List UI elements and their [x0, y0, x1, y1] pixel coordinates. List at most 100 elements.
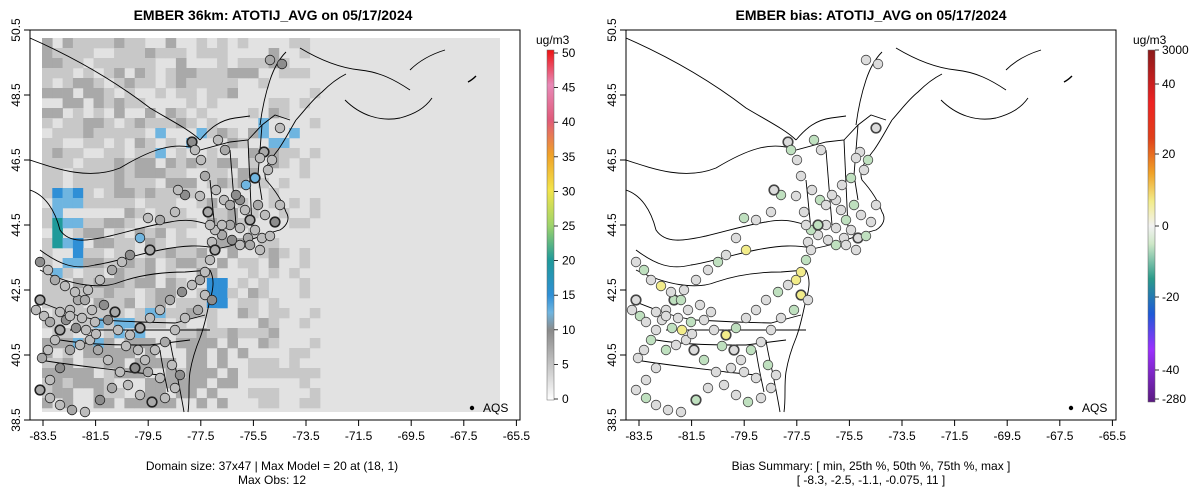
- model-grid-cell: [175, 68, 187, 79]
- model-grid-cell: [237, 138, 249, 149]
- model-grid-cell: [124, 58, 135, 69]
- left-lat-tick-label: 44.5: [9, 213, 23, 237]
- model-grid-cell: [72, 38, 84, 49]
- station-marker: [806, 184, 818, 196]
- model-grid-cell: [134, 208, 146, 219]
- left-map-area: [30, 30, 520, 420]
- station-marker: [66, 404, 78, 416]
- model-grid-cell: [114, 58, 125, 69]
- model-grid-cell: [186, 368, 197, 379]
- model-grid-cell: [155, 398, 166, 409]
- left-colorbar-ticks: 0 5 10 15 20 25 30 35 40 45 50: [554, 46, 576, 406]
- model-grid-cell: [165, 78, 177, 89]
- model-grid-cell: [196, 38, 208, 49]
- model-grid-cell: [83, 88, 94, 99]
- station-marker: [862, 154, 874, 166]
- station-marker: [212, 134, 224, 146]
- model-grid-cell: [227, 138, 238, 149]
- model-grid-cell: [134, 78, 146, 89]
- model-grid-cell: [165, 288, 177, 299]
- station-marker: [840, 214, 852, 226]
- model-grid-cell: [42, 218, 53, 229]
- model-grid-cell: [62, 338, 74, 349]
- model-grid-cell: [52, 388, 63, 399]
- model-grid-cell: [175, 378, 187, 389]
- model-grid-cell: [83, 178, 94, 189]
- station-marker: [725, 362, 737, 374]
- model-grid-cell: [72, 118, 84, 129]
- left-lat-tick-label: 40.5: [9, 343, 23, 367]
- station-marker: [179, 189, 191, 201]
- station-marker: [106, 264, 118, 276]
- coastline-segment: [209, 179, 216, 231]
- model-grid-cell: [52, 108, 63, 119]
- station-marker: [650, 362, 662, 374]
- station-marker: [798, 206, 810, 218]
- model-grid-cell: [124, 368, 135, 379]
- model-grid-cell: [186, 348, 197, 359]
- model-grid-cell: [72, 108, 84, 119]
- station-marker: [720, 329, 732, 341]
- left-colorbar-tick-label: 0: [562, 392, 569, 406]
- model-grid-cell: [42, 288, 53, 299]
- station-marker: [650, 324, 662, 336]
- model-grid-cell: [309, 198, 321, 209]
- station-marker: [760, 294, 772, 306]
- model-grid-cell: [114, 148, 125, 159]
- left-colorbar-units: ug/m3: [536, 33, 570, 47]
- model-grid-cell: [196, 258, 208, 269]
- model-grid-cell: [103, 158, 115, 169]
- model-grid-cell: [196, 298, 208, 309]
- station-marker: [176, 286, 188, 298]
- model-grid-cell: [83, 268, 94, 279]
- model-grid-cell: [72, 228, 84, 239]
- model-grid-cell: [103, 188, 115, 199]
- panel-left: EMBER 36km: ATOTIJ_AVG on 05/17/2024 -83…: [9, 7, 576, 487]
- station-marker: [812, 219, 824, 231]
- model-grid-cell: [175, 248, 187, 259]
- station-marker: [169, 206, 181, 218]
- model-grid-cell: [62, 158, 74, 169]
- model-grid-cell: [93, 288, 105, 299]
- station-marker: [194, 274, 206, 286]
- model-grid-cell: [237, 38, 249, 49]
- model-grid-cell: [299, 38, 311, 49]
- station-marker: [638, 264, 650, 276]
- station-marker: [266, 154, 278, 166]
- model-grid-cell: [258, 178, 269, 189]
- model-grid-cell: [52, 188, 63, 199]
- model-grid-cell: [72, 188, 84, 199]
- station-marker: [740, 312, 752, 324]
- model-grid-cell: [62, 198, 74, 209]
- model-grid-cell: [114, 168, 125, 179]
- model-grid-cell: [134, 268, 146, 279]
- model-grid-cell: [196, 358, 208, 369]
- model-grid-cell: [268, 198, 280, 209]
- station-marker: [826, 189, 838, 201]
- station-marker: [738, 366, 750, 378]
- station-marker: [159, 392, 171, 404]
- coastline-segment: [626, 37, 797, 141]
- model-grid-cell: [93, 298, 105, 309]
- model-grid-cell: [309, 368, 321, 379]
- station-marker: [98, 299, 110, 311]
- model-grid-cell: [186, 258, 197, 269]
- model-grid-cell: [83, 188, 94, 199]
- model-grid-cell: [62, 98, 74, 109]
- model-grid-cell: [217, 288, 228, 299]
- station-marker: [750, 214, 762, 226]
- coastline-segment: [39, 245, 216, 268]
- right-colorbar: ug/m3 3000 40 20 0 -20 -40 -280: [1133, 33, 1189, 406]
- right-lon-tick-label: -69.5: [994, 429, 1022, 443]
- station-marker: [678, 284, 690, 296]
- model-grid-cell: [165, 118, 177, 129]
- model-grid-cell: [83, 248, 94, 259]
- model-grid-cell: [155, 88, 166, 99]
- model-grid-cell: [175, 78, 187, 89]
- model-grid-cell: [52, 128, 63, 139]
- right-colorbar-ticks: 3000 40 20 0 -20 -40 -280: [1155, 43, 1189, 406]
- model-grid-cell: [165, 268, 177, 279]
- model-grid-cell: [299, 368, 311, 379]
- right-legend: AQS: [1068, 401, 1107, 415]
- model-grid-cell: [114, 248, 125, 259]
